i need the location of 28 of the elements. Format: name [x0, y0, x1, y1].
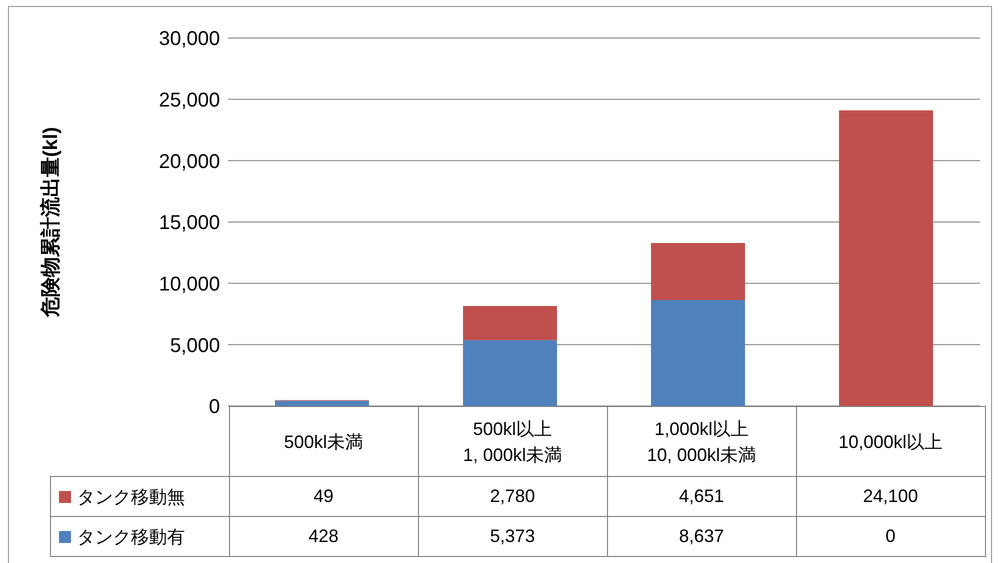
bar: [839, 110, 933, 406]
data-label: 2,780: [418, 476, 607, 516]
data-label: 5,373: [418, 516, 607, 556]
x-tick-label: 500kl以上 1, 000kl未満: [418, 406, 607, 476]
y-tick-label: 30,000: [158, 28, 220, 50]
data-label: 8,637: [607, 516, 796, 556]
data-label: 0: [796, 516, 985, 556]
bar: [463, 340, 557, 406]
data-label: 49: [229, 476, 418, 516]
y-axis-title: 危険物累計流出量(kl): [39, 127, 62, 318]
bar: [651, 243, 745, 300]
data-label: 4,651: [607, 476, 796, 516]
legend-label: タンク移動有: [50, 516, 229, 556]
y-tick-label: 20,000: [158, 150, 220, 173]
legend-label: タンク移動無: [50, 476, 229, 516]
bar: [275, 400, 369, 406]
data-label: 428: [229, 516, 418, 556]
y-tick-label: 15,000: [158, 212, 220, 234]
y-tick-label: 5,000: [170, 334, 220, 357]
y-tick-label: 10,000: [158, 273, 220, 296]
bar: [463, 306, 557, 340]
bar: [651, 300, 745, 406]
x-tick-label: 10,000kl以上: [796, 406, 985, 476]
y-tick-label: 0: [208, 396, 220, 418]
x-tick-label: 500kl未満: [229, 406, 418, 476]
y-tick-label: 25,000: [158, 89, 220, 112]
data-label: 24,100: [796, 476, 985, 516]
x-tick-label: 1,000kl以上 10, 000kl未満: [607, 406, 796, 476]
